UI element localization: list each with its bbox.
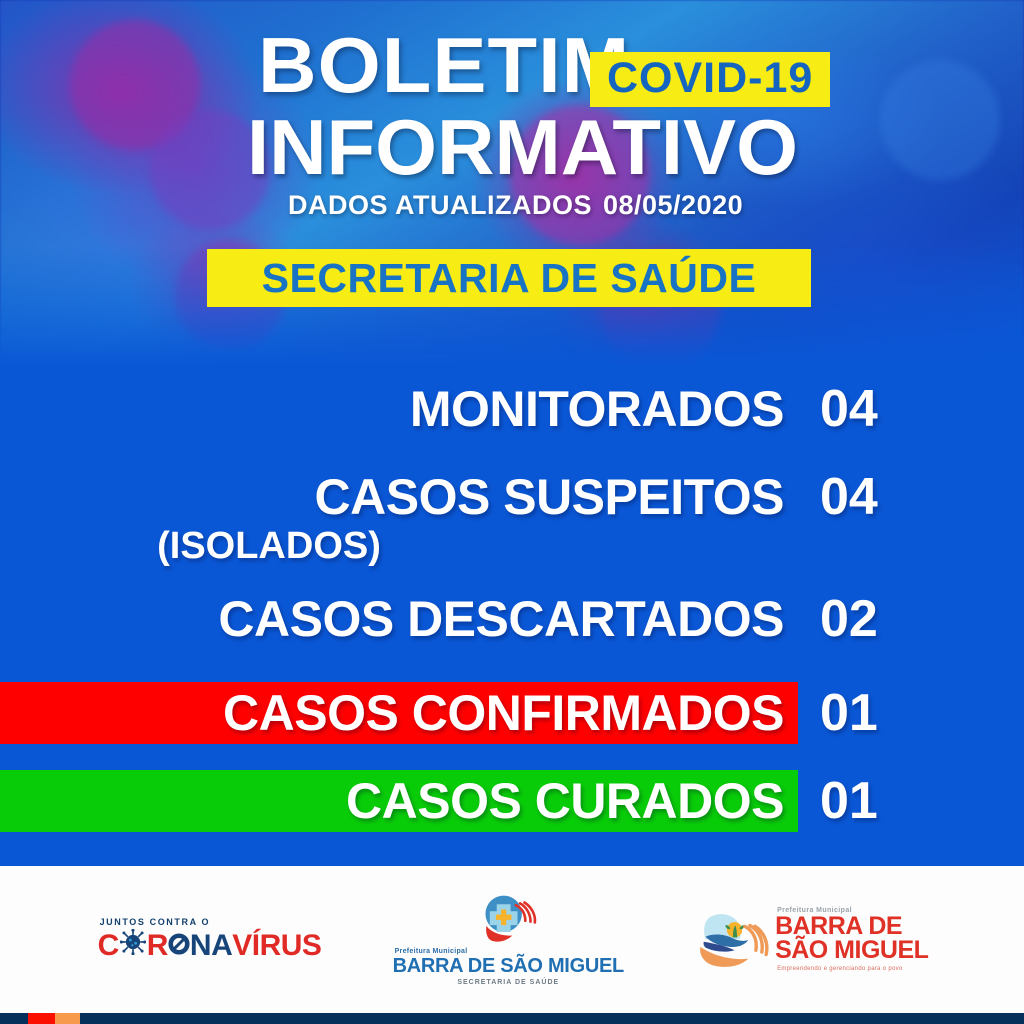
virus-particle-decor	[150, 110, 270, 230]
strip-accent-orange	[55, 1013, 80, 1024]
updated-date: 08/05/2020	[602, 190, 744, 220]
logo2-text-block: Prefeitura Municipal BARRA DE SÃO MIGUEL…	[392, 948, 625, 986]
logo1-wordmark: C	[97, 928, 322, 962]
logo1-word-part3: NA	[189, 929, 233, 962]
stat-row-highlighted: CASOS CONFIRMADOS 01	[0, 682, 1024, 744]
confirmed-cases-bar: CASOS CONFIRMADOS	[0, 682, 798, 744]
landscape-hand-icon	[695, 911, 769, 969]
stat-label-container: CASOS SUSPEITOS	[0, 472, 798, 522]
poster-header: BOLETIM COVID-19 INFORMATIVO DADOS ATUAL…	[0, 0, 1024, 366]
updated-data-line: DADOS ATUALIZADOS 08/05/2020	[288, 192, 743, 219]
stat-value: 04	[820, 380, 878, 438]
poster-title-line1: BOLETIM	[258, 21, 631, 109]
stat-label-container: CASOS DESCARTADOS	[0, 594, 798, 644]
logo-juntos-contra-coronavirus: JUNTOS CONTRA O C	[96, 918, 322, 961]
statistics-section: MONITORADOS 04 CASOS SUSPEITOS 04 (ISOLA…	[0, 366, 1024, 866]
logo3-slogan: Empreendendo e gerenciando para o povo	[777, 965, 903, 972]
stat-label: MONITORADOS	[409, 381, 785, 437]
stat-label: CASOS CONFIRMADOS	[223, 685, 784, 741]
stat-label: CASOS DESCARTADOS	[218, 591, 784, 647]
logo1-word-slashed-o	[168, 931, 190, 955]
logo-prefeitura-barra-sao-miguel: Prefeitura Municipal BARRA DE SÃO MIGUEL…	[695, 907, 929, 972]
strip-accent-red	[28, 1013, 55, 1024]
logo3-title-line1: BARRA DE	[775, 912, 903, 941]
stat-value: 04	[820, 468, 878, 526]
stat-row: MONITORADOS 04	[0, 378, 1024, 440]
header-title-block: BOLETIM COVID-19 INFORMATIVO DADOS ATUAL…	[0, 0, 1024, 366]
stat-sublabel-container: (ISOLADOS)	[0, 527, 798, 565]
logo3-text-block: Prefeitura Municipal BARRA DE SÃO MIGUEL…	[775, 907, 929, 972]
stat-value: 02	[820, 590, 878, 648]
stat-value: 01	[820, 772, 878, 830]
logo1-word-part1: C	[97, 929, 120, 962]
cured-cases-bar: CASOS CURADOS	[0, 770, 798, 832]
logo-secretaria-saude: Prefeitura Municipal BARRA DE SÃO MIGUEL…	[393, 893, 624, 986]
stat-row-highlighted: CASOS CURADOS 01	[0, 770, 1024, 832]
stat-label: CASOS CURADOS	[346, 773, 784, 829]
stat-label-container: MONITORADOS	[0, 384, 798, 434]
stat-value: 01	[820, 684, 878, 742]
poster-title-line2: INFORMATIVO	[247, 103, 798, 191]
stat-label: CASOS SUSPEITOS	[314, 469, 785, 525]
stat-row: CASOS DESCARTADOS 02	[0, 588, 1024, 650]
stat-sublabel-row: (ISOLADOS)	[0, 524, 1024, 568]
logo1-tagline: JUNTOS CONTRA O	[99, 917, 211, 927]
virus-particle-decor	[70, 20, 200, 150]
medical-cross-hand-icon	[477, 893, 539, 945]
updated-label: DADOS ATUALIZADOS	[288, 190, 592, 220]
logo2-title: BARRA DE SÃO MIGUEL	[392, 955, 625, 977]
poster-footer: JUNTOS CONTRA O C	[0, 866, 1024, 1013]
logo3-title-line2: SÃO MIGUEL	[775, 936, 929, 964]
logo2-prefix: Prefeitura Municipal	[394, 948, 468, 955]
bottom-color-strip	[0, 1013, 1024, 1024]
department-banner-label: SECRETARIA DE SAÚDE	[261, 254, 757, 301]
virus-particle-decor	[510, 105, 650, 245]
logo3-prefix: Prefeitura Municipal	[777, 907, 852, 915]
stat-row: CASOS SUSPEITOS 04	[0, 466, 1024, 528]
covid-19-badge: COVID-19	[590, 52, 831, 107]
logo-strip: JUNTOS CONTRA O C	[0, 866, 1024, 1013]
department-banner: SECRETARIA DE SAÚDE	[207, 249, 811, 307]
virus-particle-decor	[880, 60, 1000, 180]
stat-sublabel: (ISOLADOS)	[157, 525, 381, 567]
coronavirus-icon	[119, 928, 146, 956]
logo1-word-part4: VÍRUS	[232, 929, 322, 962]
logo1-text-block: JUNTOS CONTRA O C	[98, 918, 322, 961]
logo2-subtitle: SECRETARIA DE SAÚDE	[457, 979, 560, 986]
logo1-word-part2: R	[146, 929, 169, 962]
